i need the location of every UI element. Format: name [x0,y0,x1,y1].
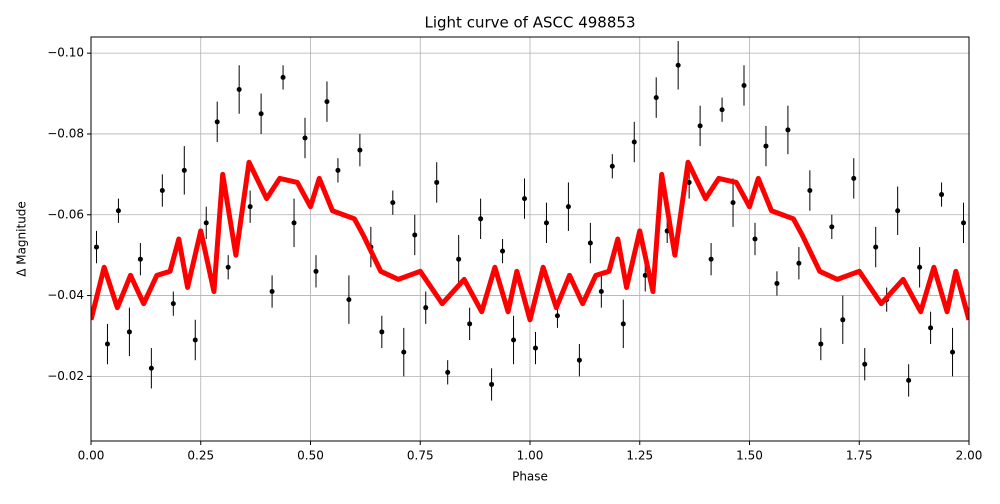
data-point [730,200,736,206]
data-point [148,365,154,371]
data-point [631,139,637,145]
data-point [313,268,319,274]
data-point [609,163,615,169]
data-point [807,188,813,194]
data-point [719,107,725,113]
data-point [686,179,692,185]
data-point [104,341,110,347]
data-point [93,244,99,250]
data-point [576,357,582,363]
data-point [950,349,956,355]
data-point [587,240,593,246]
x-tick-label: 0.00 [78,449,105,463]
data-point [961,220,967,226]
data-point [159,188,165,194]
data-point [137,256,143,262]
data-point [291,220,297,226]
data-point [434,179,440,185]
data-point [851,175,857,181]
data-point [115,208,121,214]
data-point [840,317,846,323]
data-point [511,337,517,343]
data-point [818,341,824,347]
data-point [708,256,714,262]
data-point [653,95,659,101]
data-point [423,305,429,311]
x-tick-label: 1.00 [517,449,544,463]
y-tick-label: −0.10 [47,46,84,60]
data-point [796,260,802,266]
data-point [445,369,451,375]
data-point [258,111,264,117]
x-tick-label: 0.25 [187,449,214,463]
x-tick-label: 0.75 [407,449,434,463]
plot-area [91,41,969,401]
data-point [269,289,275,295]
data-point [401,349,407,355]
data-point [236,87,242,93]
data-point [522,196,528,202]
data-point [203,220,209,226]
data-point [357,147,363,153]
data-point [752,236,758,242]
data-point [346,297,352,303]
data-point [390,200,396,206]
data-point [379,329,385,335]
x-tick-label: 2.00 [956,449,983,463]
y-axis-label: Δ Magnitude [15,201,29,277]
data-point [543,220,549,226]
data-point [181,167,187,173]
data-point [774,280,780,286]
data-point [192,337,198,343]
x-tick-label: 1.50 [736,449,763,463]
x-tick-label: 1.25 [626,449,653,463]
y-tick-label: −0.04 [47,288,84,302]
data-point [532,345,538,351]
data-point [489,381,495,387]
data-point [302,135,308,141]
data-point [598,289,604,295]
ticks: 0.00 0.25 0.50 0.75 1.00 1.25 1.50 1.75 2.00 −0.0… [47,46,982,463]
data-point [917,264,923,270]
data-point [324,99,330,105]
data-point [500,248,506,254]
data-point [741,82,747,88]
chart-title: Light curve of ASCC 498853 [425,14,636,32]
data-point [895,208,901,214]
data-point [928,325,934,331]
y-tick-label: −0.06 [47,207,84,221]
data-point [335,167,341,173]
data-point [620,321,626,327]
data-point [170,301,176,307]
data-point [478,216,484,222]
data-point [456,256,462,262]
data-point [126,329,132,335]
data-point [873,244,879,250]
y-tick-label: −0.08 [47,126,84,140]
data-point [675,62,681,68]
data-point [280,74,286,80]
y-tick-label: −0.02 [47,369,84,383]
data-point [642,272,648,278]
data-point [565,204,571,210]
fit-line [91,159,969,323]
data-point [763,143,769,149]
data-point [785,127,791,133]
data-point [467,321,473,327]
x-tick-label: 1.75 [846,449,873,463]
data-point [214,119,220,125]
data-point [412,232,418,238]
data-point [225,264,231,270]
data-point [939,192,945,198]
data-point [247,204,253,210]
x-axis-label: Phase [512,470,548,484]
data-point [554,313,560,319]
data-point [906,377,912,383]
data-point [697,123,703,129]
x-tick-label: 0.50 [297,449,324,463]
data-point [862,361,868,367]
data-point [829,224,835,230]
